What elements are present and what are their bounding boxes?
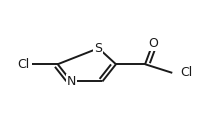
Text: N: N	[67, 75, 76, 88]
Text: Cl: Cl	[180, 66, 192, 79]
Text: O: O	[148, 37, 158, 50]
Text: Cl: Cl	[18, 58, 30, 71]
Text: S: S	[95, 42, 102, 55]
